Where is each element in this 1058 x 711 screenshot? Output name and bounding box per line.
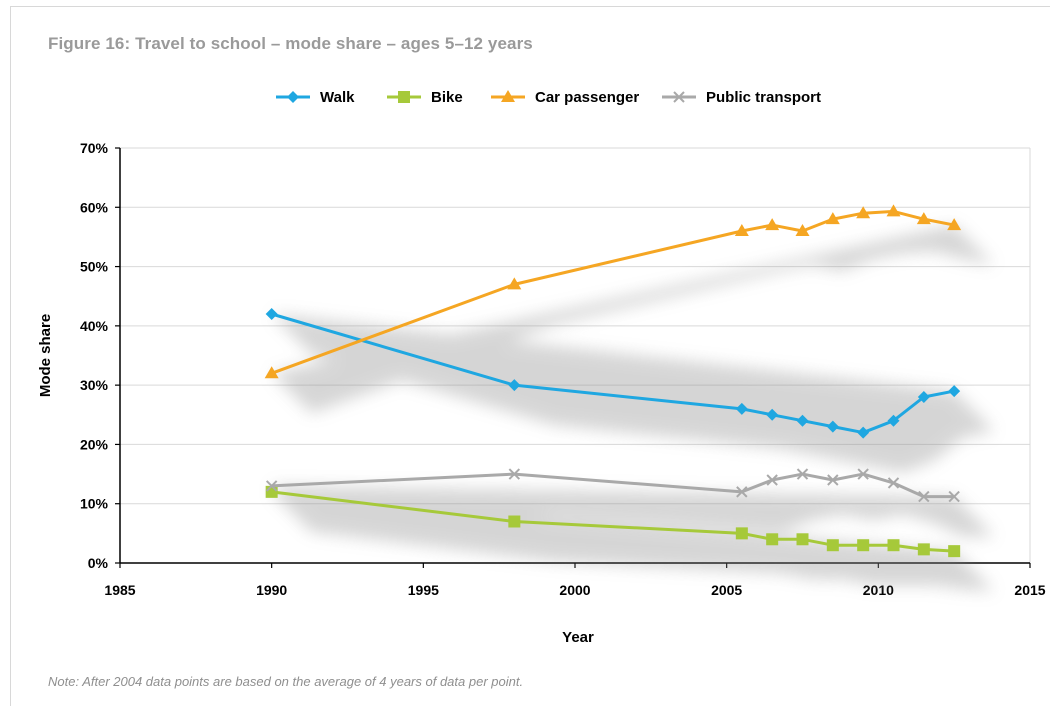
legend-marker	[287, 91, 299, 103]
legend-marker	[501, 90, 515, 102]
legend-label: Bike	[431, 89, 463, 106]
figure-frame	[10, 6, 1050, 706]
legend-label: Walk	[320, 89, 355, 106]
legend-marker	[673, 91, 685, 103]
legend-label: Car passenger	[535, 89, 639, 106]
legend-item-car-passenger: Car passenger	[491, 89, 639, 106]
legend-label: Public transport	[706, 89, 821, 106]
legend-item-public-transport: Public transport	[662, 89, 821, 106]
legend-item-walk: Walk	[276, 89, 355, 106]
footnote: Note: After 2004 data points are based o…	[48, 674, 524, 689]
chart-title: Figure 16: Travel to school – mode share…	[48, 34, 533, 53]
legend: Walk Bike Car passenger Public transport	[276, 89, 821, 106]
legend-marker	[398, 91, 410, 103]
legend-item-bike: Bike	[387, 89, 463, 106]
